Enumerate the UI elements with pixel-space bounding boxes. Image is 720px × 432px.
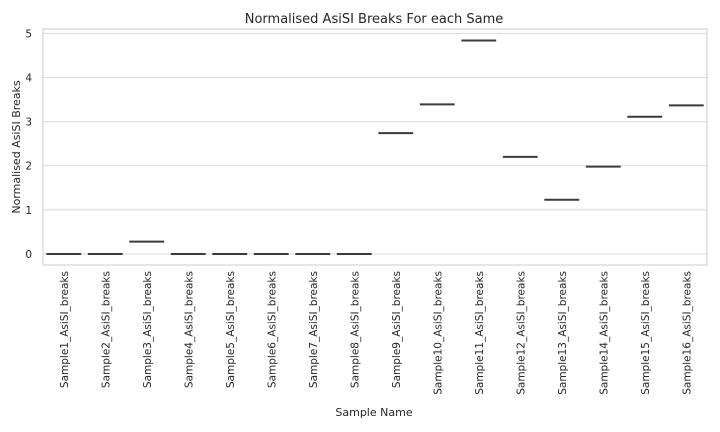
y-tick-label: 4 (25, 73, 32, 85)
x-axis-ticks: Sample1_AsiSI_breaks Sample2_AsiSI_breaks… (59, 271, 694, 395)
x-tick-label: Sample4_AsiSI_breaks (183, 271, 195, 388)
x-tick-label: Sample7_AsiSI_breaks (308, 271, 320, 388)
x-tick-label: Sample8_AsiSI_breaks (349, 271, 361, 388)
x-tick-label: Sample6_AsiSI_breaks (266, 271, 278, 388)
x-tick-label: Sample10_AsiSI_breaks (432, 271, 444, 395)
x-tick-label: Sample13_AsiSI_breaks (557, 271, 569, 395)
y-tick-label: 0 (25, 249, 32, 261)
y-axis-ticks: 0 1 2 3 4 5 (25, 28, 32, 261)
x-tick-label: Sample11_AsiSI_breaks (474, 271, 486, 395)
x-tick-label: Sample5_AsiSI_breaks (225, 271, 237, 388)
x-tick-label: Sample1_AsiSI_breaks (59, 271, 71, 388)
y-tick-label: 2 (25, 161, 32, 173)
x-tick-label: Sample16_AsiSI_breaks (681, 271, 693, 395)
chart-title: Normalised AsiSI Breaks For each Same (245, 12, 503, 27)
y-tick-label: 3 (25, 117, 32, 129)
x-tick-label: Sample15_AsiSI_breaks (640, 271, 652, 395)
y-tick-label: 1 (25, 205, 32, 217)
median-lines (46, 39, 704, 255)
x-tick-label: Sample3_AsiSI_breaks (142, 271, 154, 388)
y-tick-label: 5 (25, 28, 32, 40)
y-axis-label: Normalised AsiSI Breaks (10, 80, 23, 214)
x-tick-label: Sample12_AsiSI_breaks (515, 271, 527, 395)
plot-area-frame (42, 28, 708, 266)
x-tick-label: Sample9_AsiSI_breaks (391, 271, 403, 388)
grid-lines (43, 32, 707, 255)
x-tick-label: Sample2_AsiSI_breaks (100, 271, 112, 388)
x-axis-label: Sample Name (335, 406, 412, 419)
x-tick-label: Sample14_AsiSI_breaks (598, 271, 610, 395)
